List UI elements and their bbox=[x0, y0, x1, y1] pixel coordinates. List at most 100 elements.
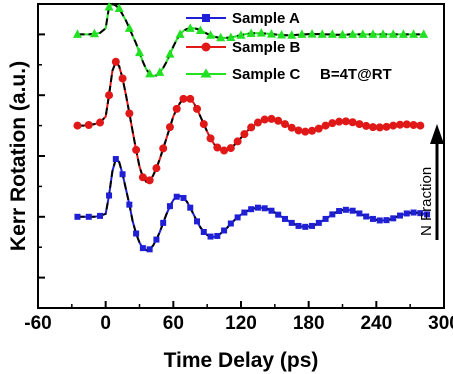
data-point bbox=[348, 29, 358, 38]
x-tick-label: -60 bbox=[24, 313, 51, 334]
data-point bbox=[126, 201, 133, 208]
data-point bbox=[390, 215, 397, 222]
data-point bbox=[186, 94, 195, 103]
data-point bbox=[106, 192, 113, 199]
data-point bbox=[253, 118, 262, 127]
data-point bbox=[246, 28, 256, 37]
data-point bbox=[216, 32, 226, 42]
x-tick-label: 180 bbox=[293, 313, 325, 334]
data-point bbox=[97, 212, 104, 219]
data-point bbox=[397, 212, 404, 219]
data-point bbox=[287, 30, 297, 39]
data-point bbox=[125, 109, 134, 118]
data-point bbox=[287, 123, 296, 132]
data-point bbox=[234, 214, 241, 221]
data-point bbox=[268, 207, 275, 214]
data-point bbox=[288, 219, 295, 226]
data-point bbox=[220, 146, 229, 155]
data-point bbox=[206, 134, 215, 143]
data-point bbox=[85, 213, 92, 220]
data-point bbox=[89, 28, 99, 38]
data-point bbox=[105, 91, 114, 100]
data-point bbox=[236, 30, 246, 39]
data-point bbox=[254, 204, 261, 211]
data-point bbox=[175, 29, 185, 38]
data-point bbox=[248, 206, 255, 213]
data-point bbox=[295, 222, 302, 229]
data-point bbox=[207, 233, 214, 240]
x-axis-title: Time Delay (ps) bbox=[164, 349, 319, 372]
data-point bbox=[173, 193, 180, 200]
data-point bbox=[398, 29, 408, 38]
data-point bbox=[214, 232, 221, 239]
data-point bbox=[72, 29, 82, 38]
data-point bbox=[112, 156, 119, 163]
data-point bbox=[307, 29, 317, 38]
data-point bbox=[309, 222, 316, 229]
data-point bbox=[153, 236, 160, 243]
legend-marker-sample-c bbox=[200, 68, 212, 78]
data-point bbox=[73, 121, 82, 130]
data-point bbox=[226, 32, 236, 41]
data-point bbox=[152, 164, 161, 173]
data-point bbox=[256, 28, 266, 37]
y-axis-ticks bbox=[38, 3, 45, 279]
data-point bbox=[118, 74, 127, 83]
x-tick-label: 300 bbox=[428, 313, 453, 334]
data-point bbox=[328, 119, 337, 128]
data-point bbox=[155, 67, 165, 76]
data-point bbox=[206, 30, 216, 39]
n-fraction-annotation: N Fraction bbox=[418, 124, 444, 240]
data-point bbox=[315, 219, 322, 226]
data-point bbox=[145, 176, 154, 185]
data-point bbox=[362, 121, 371, 130]
data-point bbox=[275, 211, 282, 218]
x-tick-label: 240 bbox=[360, 313, 392, 334]
series-layer bbox=[72, 2, 431, 253]
data-point bbox=[317, 29, 327, 38]
data-point bbox=[280, 120, 289, 129]
legend: Sample A Sample B Sample C B=4T@RT bbox=[186, 10, 392, 83]
data-point bbox=[368, 29, 378, 38]
data-point bbox=[417, 210, 424, 217]
data-point bbox=[321, 121, 330, 130]
data-point bbox=[135, 47, 144, 57]
data-point bbox=[294, 126, 303, 135]
data-point bbox=[132, 145, 141, 154]
data-point bbox=[240, 130, 249, 139]
data-point bbox=[369, 215, 376, 222]
data-point bbox=[416, 121, 425, 130]
legend-marker-sample-b bbox=[201, 42, 211, 52]
data-point bbox=[342, 206, 349, 213]
data-point bbox=[302, 223, 309, 230]
data-point bbox=[274, 116, 283, 125]
data-point bbox=[382, 122, 391, 131]
data-point bbox=[348, 118, 357, 127]
data-point bbox=[322, 215, 329, 222]
data-point bbox=[358, 29, 368, 38]
data-point bbox=[383, 217, 390, 224]
data-point bbox=[166, 203, 173, 210]
x-tick-label: 0 bbox=[100, 313, 111, 334]
x-tick-label: 120 bbox=[225, 313, 257, 334]
data-point bbox=[74, 213, 81, 220]
data-point bbox=[119, 171, 126, 178]
x-tick-label: 60 bbox=[163, 313, 184, 334]
data-point bbox=[200, 229, 207, 235]
data-point bbox=[409, 29, 419, 38]
data-point bbox=[336, 208, 343, 215]
annotation-label: N Fraction bbox=[418, 167, 435, 236]
data-point bbox=[146, 246, 153, 253]
data-point bbox=[84, 120, 93, 129]
data-point bbox=[349, 207, 356, 214]
data-point bbox=[388, 29, 398, 38]
data-point bbox=[338, 29, 347, 39]
data-point bbox=[301, 127, 310, 136]
data-point bbox=[195, 25, 205, 34]
data-point bbox=[145, 68, 155, 78]
y-axis-title: Kerr Rotation (a.u.) bbox=[7, 61, 30, 251]
annotation-arrow-head bbox=[430, 124, 444, 144]
data-point bbox=[424, 211, 431, 218]
data-point bbox=[172, 104, 181, 113]
